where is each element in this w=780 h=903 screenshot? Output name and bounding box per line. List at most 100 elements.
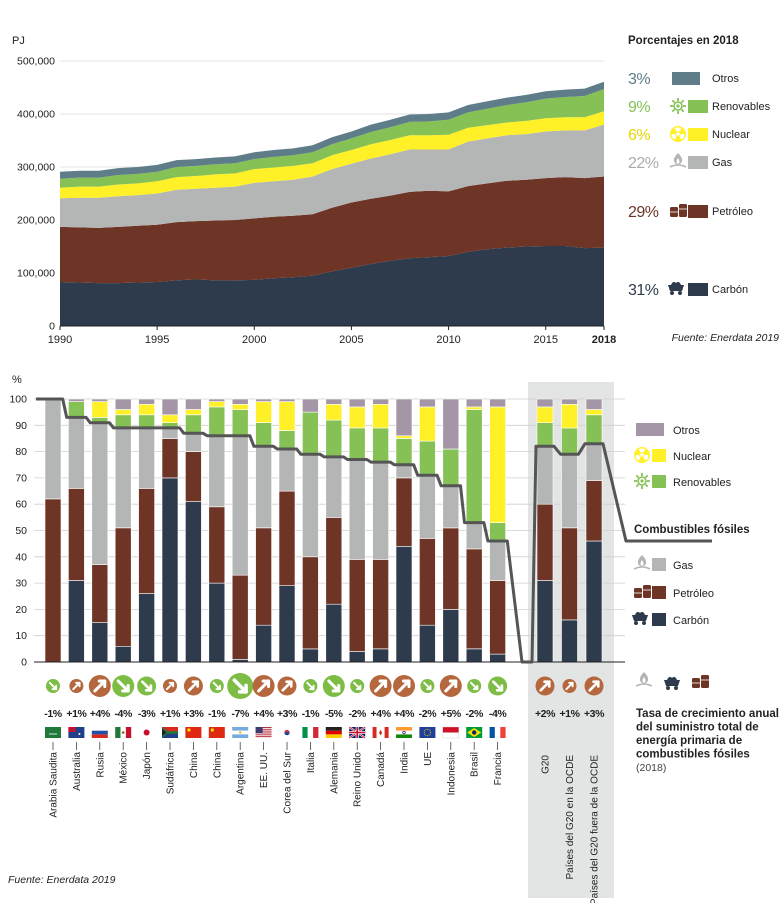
bar-segment-gas [395, 464, 413, 479]
arrow-down-right-icon [112, 675, 135, 697]
y-tick-label: 60 [15, 499, 27, 511]
bar-country [91, 398, 109, 663]
legend-label-renovables: Renovables [673, 477, 732, 489]
bar-segment-carbon [278, 585, 296, 663]
bar-country [138, 398, 155, 663]
bar-segment-renovables [442, 448, 460, 487]
bar-segment-carbon [138, 593, 155, 663]
bar-segment-nuclear [585, 409, 603, 416]
bar-segment-nuclear [536, 406, 554, 423]
country-label: Francia [493, 752, 504, 786]
legend-item-gas: Gas [633, 555, 694, 572]
growth-rate-label: -5% [325, 708, 344, 720]
bar-segment-petroleo [231, 574, 249, 660]
bar-segment-otros [325, 398, 343, 405]
growth-rate-label: +2% [535, 708, 556, 720]
arrow-up-right-icon [183, 676, 203, 696]
flag-id-icon [442, 726, 459, 739]
coal-cart-icon [664, 676, 680, 690]
legend-label-gas: Gas [712, 157, 733, 169]
bar-country [419, 398, 436, 663]
bar-segment-otros [536, 398, 554, 408]
group-label: G20 [541, 755, 552, 774]
y-tick-label: 30 [15, 578, 27, 590]
bar-segment-nuclear [489, 406, 506, 523]
arrow-down-right-icon [46, 679, 60, 693]
legend-label-petroleo: Petróleo [673, 588, 714, 600]
legend-item-petroleo: 29% Petróleo [628, 204, 753, 221]
renovables-swatch [688, 100, 708, 113]
bar-country [161, 398, 179, 663]
area-nuclear [60, 111, 604, 199]
bar-segment-carbon [91, 622, 109, 663]
country-label: Rusia [95, 752, 106, 778]
flag-au-icon [68, 727, 85, 738]
country-label: Alemania [329, 752, 340, 794]
petroleo-swatch [688, 205, 708, 218]
arrow-up-right-icon [88, 675, 111, 697]
bar-segment-carbon [561, 619, 578, 663]
bar-country [68, 398, 85, 663]
y-tick-label: 70 [15, 472, 27, 484]
bar-segment-carbon [372, 648, 389, 663]
bar-segment-carbon [489, 653, 506, 663]
bar-segment-otros [419, 398, 436, 408]
bar-country [255, 398, 272, 663]
growth-rate-label: -7% [231, 708, 250, 720]
area-chart-legend: Porcentajes en 2018 3% Otros 9% Renovables 6%… [628, 35, 779, 344]
arrow-up-right-icon [252, 675, 275, 697]
y-tick-label: 100,000 [17, 268, 55, 280]
flag-za-icon [162, 727, 178, 738]
bar-country [44, 398, 62, 663]
arrow-down-right-icon [137, 676, 157, 696]
bar-group [536, 398, 554, 663]
bar-segment-petroleo [442, 527, 460, 610]
bar-segment-renovables [465, 409, 483, 523]
bar-segment-carbon [325, 603, 343, 663]
gas-swatch [652, 558, 666, 571]
bar-country [185, 398, 202, 663]
bar-segment-otros [395, 398, 413, 437]
bar-segment-otros [348, 398, 366, 408]
group-label: Países del G20 en la OCDE [565, 755, 576, 880]
flag-mx-icon [115, 727, 132, 738]
flag-in-icon [396, 727, 412, 738]
bar-country [395, 398, 413, 663]
flag-ca-icon [372, 727, 389, 738]
bar-segment-otros [489, 398, 506, 408]
coal-cart-icon [632, 611, 648, 625]
area-chart: 0 100,000 200,000 300,000 400,000 500,000 PJ 19… [12, 35, 616, 346]
bar-segment-renovables [489, 522, 506, 542]
y-tick-label: 200,000 [17, 215, 55, 227]
arrow-down-right-icon [322, 675, 345, 697]
sun-icon [634, 473, 650, 489]
bar-segment-otros [278, 398, 296, 402]
bar-segment-nuclear [208, 401, 226, 408]
arrow-up-right-icon [369, 675, 392, 697]
arrow-up-right-icon [584, 676, 604, 696]
bar-segment-carbon [208, 582, 226, 663]
flag-gb-icon [348, 726, 366, 739]
bar-segment-renovables [278, 430, 296, 450]
group-label: Países del G20 fuera de la OCDE [590, 755, 601, 903]
bar-segment-gas [138, 427, 155, 489]
country-label: China [212, 752, 223, 779]
bar-segment-petroleo [302, 556, 319, 650]
growth-rate-label: -1% [208, 708, 227, 720]
flag-fr-icon [489, 727, 506, 738]
bar-segment-nuclear [419, 406, 436, 442]
bar-segment-nuclear [372, 403, 389, 429]
bar-segment-nuclear [185, 409, 202, 416]
bar-segment-petroleo [138, 488, 155, 594]
growth-legend-title: Tasa de crecimiento anual del suministro … [636, 708, 779, 761]
y-tick-label: 100 [9, 394, 27, 406]
bar-country [489, 398, 506, 663]
country-label: Australia [72, 752, 83, 791]
legend-title: Porcentajes en 2018 [628, 35, 739, 47]
y-axis-label: % [12, 374, 22, 386]
flag-it-icon [302, 727, 319, 738]
bar-segment-renovables [138, 414, 155, 429]
gas-flame-icon [669, 153, 687, 168]
bar-chart-legend: Otros Nuclear Renovables Gas Petróleo Carbón C… [632, 423, 779, 774]
bar-segment-nuclear [91, 401, 109, 418]
